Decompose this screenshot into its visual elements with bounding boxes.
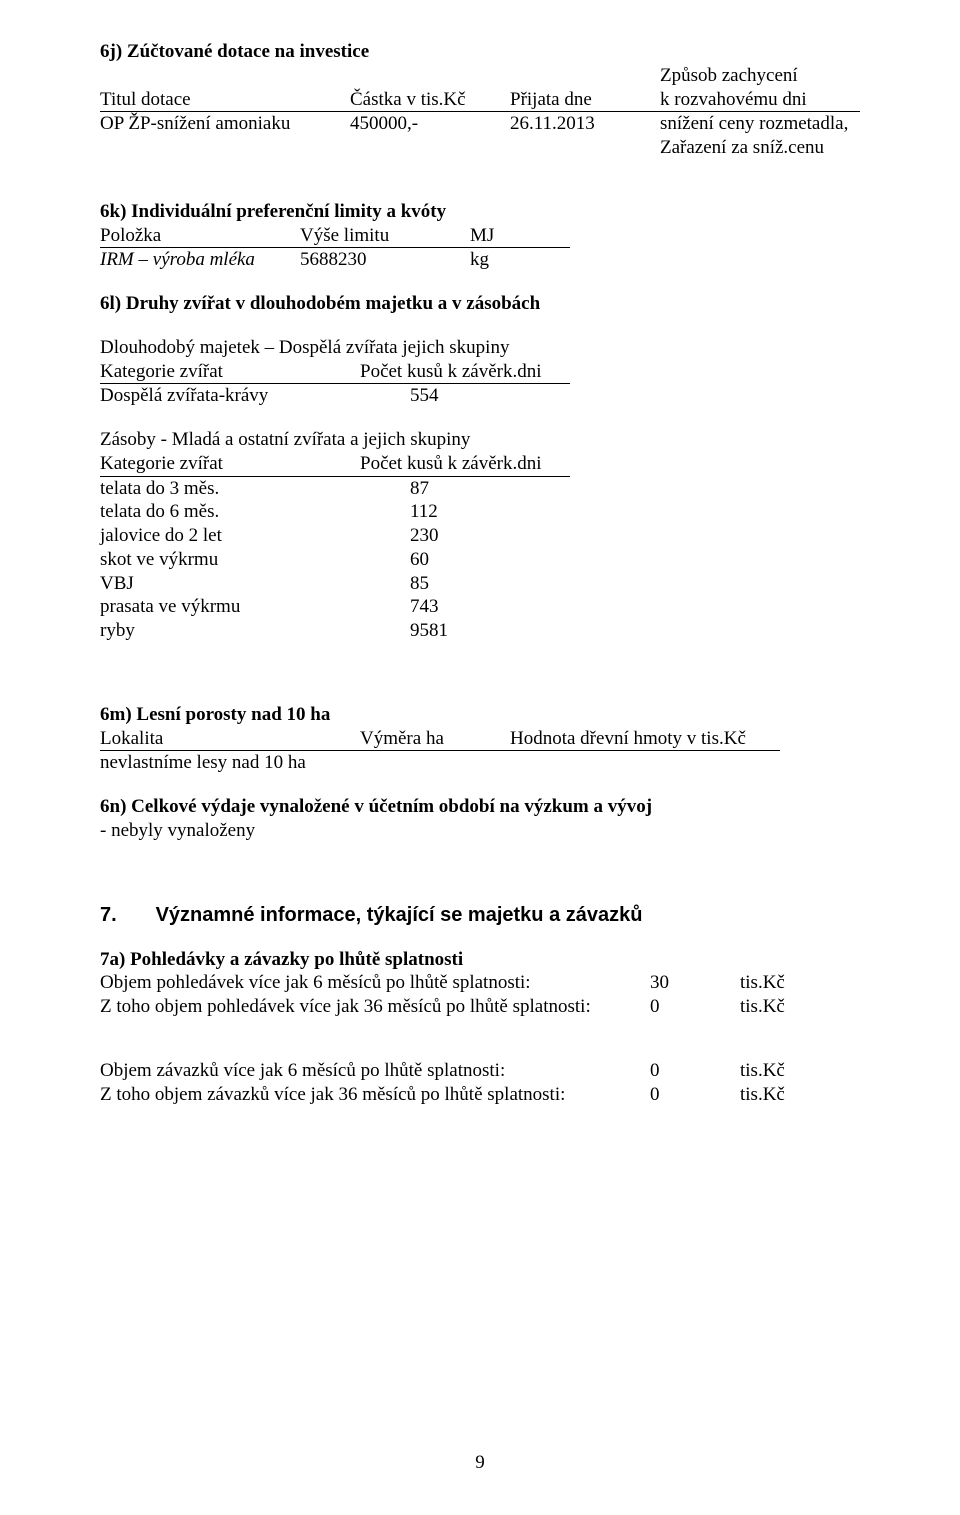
cell-c: tis.Kč [740,971,840,995]
cell-b: 230 [360,524,570,548]
cell-b: 554 [360,384,570,408]
table-row: Objem závazků více jak 6 měsíců po lhůtě… [100,1059,860,1083]
cell-a: prasata ve výkrmu [100,595,360,619]
heading-7a: 7a) Pohledávky a závazky po lhůtě splatn… [100,948,860,972]
sect-num: 7. [100,903,150,928]
table-6m-header: Lokalita Výměra ha Hodnota dřevní hmoty … [100,727,780,752]
cell-a: Objem závazků více jak 6 měsíců po lhůtě… [100,1059,650,1083]
hdr-c: MJ [470,224,570,248]
kat-header-1: Kategorie zvířat Počet kusů k závěrk.dni [100,360,570,385]
cell-c: tis.Kč [740,1083,840,1107]
cell-a: VBJ [100,572,360,596]
cell-d2: Zařazení za sníž.cenu [660,136,860,160]
table-row: telata do 6 měs.112 [100,500,860,524]
table-6j-row-2: Zařazení za sníž.cenu [100,136,860,160]
hdr-c: Hodnota dřevní hmoty v tis.Kč [510,727,780,751]
page-number: 9 [0,1451,960,1475]
cell-a: ryby [100,619,360,643]
cell-a: IRM – výroba mléka [100,248,300,272]
table-row: Z toho objem pohledávek více jak 36 měsí… [100,995,860,1019]
heading-6l: 6l) Druhy zvířat v dlouhodobém majetku a… [100,292,860,316]
table-row: jalovice do 2 let230 [100,524,860,548]
sect-title: Významné informace, týkající se majetku … [156,904,643,926]
cell-c: 26.11.2013 [510,112,660,136]
cell-b: 30 [650,971,740,995]
hdr-d: k rozvahovému dni [660,88,860,112]
cell-b: 87 [360,477,570,501]
heading-7: 7. Významné informace, týkající se majet… [100,903,860,928]
hdr-a: Lokalita [100,727,360,751]
cell-c: tis.Kč [740,1059,840,1083]
hdr-c: Přijata dne [510,88,660,112]
table-row: Objem pohledávek více jak 6 měsíců po lh… [100,971,860,995]
table-6j-header-top: Způsob zachycení [100,64,860,88]
cell-a: jalovice do 2 let [100,524,360,548]
cell-a: skot ve výkrmu [100,548,360,572]
hdr-a: Titul dotace [100,88,350,112]
cell-b: 0 [650,1059,740,1083]
cell-c: tis.Kč [740,995,840,1019]
hdr-b: Částka v tis.Kč [350,88,510,112]
cell-b: 0 [650,1083,740,1107]
cell-b: 0 [650,995,740,1019]
note-6m: nevlastníme lesy nad 10 ha [100,751,860,775]
cell-b: 743 [360,595,570,619]
cell-b: 85 [360,572,570,596]
table-6j-row: OP ŽP-snížení amoniaku 450000,- 26.11.20… [100,112,860,136]
table-row: skot ve výkrmu60 [100,548,860,572]
cell-a: Objem pohledávek více jak 6 měsíců po lh… [100,971,650,995]
table-row: prasata ve výkrmu743 [100,595,860,619]
table-6j-header: Titul dotace Částka v tis.Kč Přijata dne… [100,88,860,113]
table-row: Z toho objem závazků více jak 36 měsíců … [100,1083,860,1107]
table-row: telata do 3 měs.87 [100,477,860,501]
cell-a: Z toho objem pohledávek více jak 36 měsí… [100,995,650,1019]
hdr-b: Počet kusů k závěrk.dni [360,360,570,384]
heading-6n: 6n) Celkové výdaje vynaložené v účetním … [100,795,860,819]
cell-b: 5688230 [300,248,470,272]
cell-a: OP ŽP-snížení amoniaku [100,112,350,136]
table-row: VBJ85 [100,572,860,596]
hdr-a: Kategorie zvířat [100,452,360,476]
hdr-a: Kategorie zvířat [100,360,360,384]
hdr-b: Výměra ha [360,727,510,751]
cell-c: kg [470,248,570,272]
heading-6m: 6m) Lesní porosty nad 10 ha [100,703,860,727]
cell-b: 60 [360,548,570,572]
cell-a: telata do 6 měs. [100,500,360,524]
cell-a: Z toho objem závazků více jak 36 měsíců … [100,1083,650,1107]
kat-header-2: Kategorie zvířat Počet kusů k závěrk.dni [100,452,570,477]
cell-b: 112 [360,500,570,524]
group1-title: Dlouhodobý majetek – Dospělá zvířata jej… [100,336,860,360]
cell-d1: snížení ceny rozmetadla, [660,112,860,136]
cell-b: 450000,- [350,112,510,136]
hdr-b: Výše limitu [300,224,470,248]
note-6n: - nebyly vynaloženy [100,819,860,843]
table-row: Dospělá zvířata-krávy554 [100,384,860,408]
group2-title: Zásoby - Mladá a ostatní zvířata a jejic… [100,428,860,452]
page-container: 6j) Zúčtované dotace na investice Způsob… [0,0,960,1515]
hdr-b: Počet kusů k závěrk.dni [360,452,570,476]
hdr-a: Položka [100,224,300,248]
table-row: ryby9581 [100,619,860,643]
table-6k-header: Položka Výše limitu MJ [100,224,570,249]
cell-a: Dospělá zvířata-krávy [100,384,360,408]
heading-6k: 6k) Individuální preferenční limity a kv… [100,200,860,224]
cell-b: 9581 [360,619,570,643]
col-d-line1: Způsob zachycení [660,64,860,88]
table-6k-row: IRM – výroba mléka 5688230 kg [100,248,860,272]
cell-a: telata do 3 měs. [100,477,360,501]
heading-6j: 6j) Zúčtované dotace na investice [100,40,860,64]
